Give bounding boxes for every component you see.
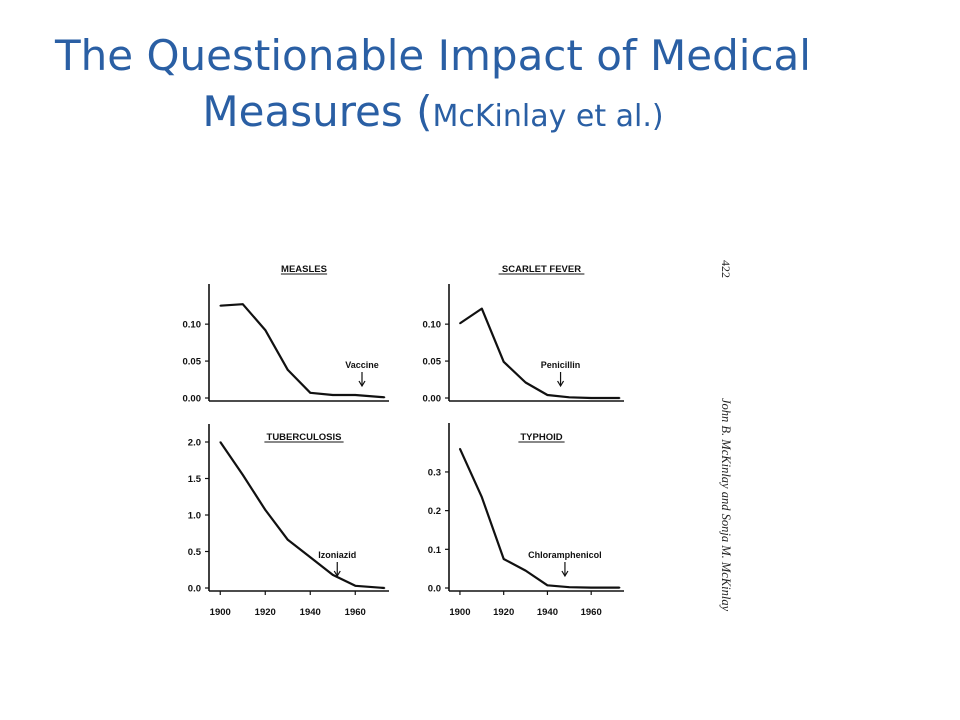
y-tick-label: 0.00 xyxy=(183,394,202,405)
x-tick-label: 1920 xyxy=(255,607,276,618)
series-line xyxy=(219,441,385,590)
y-tick-label: 0.10 xyxy=(183,320,202,331)
y-tick-label: 0.1 xyxy=(428,545,442,556)
annotation-label: Vaccine xyxy=(345,360,379,370)
y-tick-label: 0.10 xyxy=(423,320,442,331)
y-tick-label: 1.5 xyxy=(188,474,202,485)
chart-title: TYPHOID xyxy=(520,432,562,443)
data-point xyxy=(354,394,357,396)
data-point xyxy=(590,397,592,399)
data-point xyxy=(481,496,483,498)
data-point xyxy=(241,474,244,476)
x-tick-label: 1960 xyxy=(345,607,366,618)
data-point xyxy=(524,569,527,572)
chart-title: MEASLES xyxy=(281,264,327,275)
y-tick-label: 0.0 xyxy=(188,584,201,595)
data-point xyxy=(331,574,334,576)
data-point xyxy=(331,394,334,396)
y-tick-label: 0.3 xyxy=(428,467,441,478)
x-tick-label: 1940 xyxy=(300,607,321,618)
x-tick-label: 1900 xyxy=(449,607,470,618)
data-point xyxy=(286,539,289,541)
annotation-arrow-head xyxy=(358,380,366,388)
title-line-2: Measures (McKinlay et al.) xyxy=(0,84,866,145)
data-point xyxy=(286,369,289,371)
data-point xyxy=(546,584,549,587)
title-line-2-main: Measures ( xyxy=(202,87,433,136)
title-line-1: The Questionable Impact of Medical xyxy=(55,31,811,80)
author-caption: John B. McKinlay and Sonja M. McKinlay xyxy=(719,398,733,612)
data-point xyxy=(241,303,244,306)
y-tick-label: 2.0 xyxy=(188,438,201,449)
data-point xyxy=(524,381,527,384)
data-point xyxy=(219,304,222,307)
series-line xyxy=(459,307,620,400)
annotation-arrow-head xyxy=(557,380,565,388)
data-point xyxy=(618,397,621,399)
data-point xyxy=(502,361,505,363)
y-tick-label: 0.2 xyxy=(428,506,441,517)
data-point xyxy=(264,509,267,511)
data-point xyxy=(383,396,386,399)
y-tick-label: 1.0 xyxy=(188,511,201,522)
data-point xyxy=(383,587,386,589)
slide-title: The Questionable Impact of Medical Measu… xyxy=(0,28,866,145)
y-tick-label: 0.5 xyxy=(188,547,202,558)
chart-title: SCARLET FEVER xyxy=(502,264,581,275)
annotation-arrow-head xyxy=(333,570,341,578)
data-point xyxy=(459,447,461,450)
y-tick-label: 0.00 xyxy=(423,394,442,405)
data-point xyxy=(568,586,571,589)
series-line xyxy=(220,303,385,399)
annotation-label: Penicillin xyxy=(541,360,581,370)
data-point xyxy=(590,586,592,589)
y-tick-label: 0.05 xyxy=(423,357,442,368)
data-point xyxy=(568,396,571,399)
data-point xyxy=(481,307,483,310)
data-point xyxy=(354,585,357,587)
chart-title: TUBERCULOSIS xyxy=(267,432,342,443)
data-point xyxy=(264,329,267,331)
data-point xyxy=(459,322,461,325)
data-point xyxy=(309,556,312,559)
data-point xyxy=(546,394,549,396)
y-tick-label: 0.0 xyxy=(428,584,441,595)
x-tick-label: 1920 xyxy=(493,607,514,618)
x-tick-label: 1960 xyxy=(581,607,602,618)
data-point xyxy=(618,586,621,589)
x-tick-label: 1900 xyxy=(210,607,231,618)
annotation-arrow-head xyxy=(561,570,569,578)
x-tick-label: 1940 xyxy=(537,607,558,618)
data-point xyxy=(219,441,222,443)
series-line xyxy=(458,448,620,589)
annotation-label: Chloramphenicol xyxy=(528,550,602,560)
title-line-2-sub: McKinlay et al.) xyxy=(432,99,664,134)
y-tick-label: 0.05 xyxy=(183,357,202,368)
page-number: 422 xyxy=(719,260,733,278)
data-point xyxy=(309,392,312,394)
data-point xyxy=(502,558,505,560)
annotation-label: Izoniazid xyxy=(318,550,356,560)
